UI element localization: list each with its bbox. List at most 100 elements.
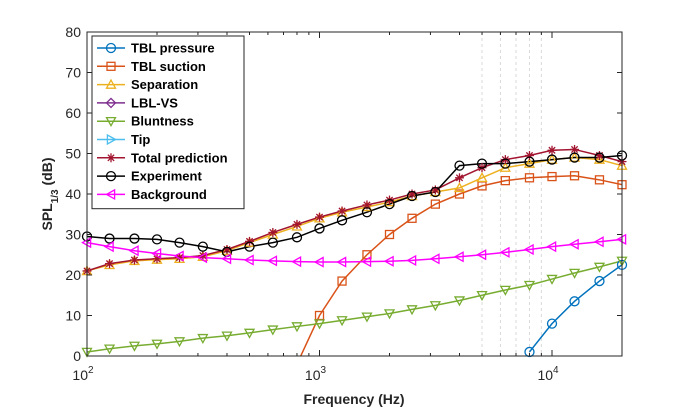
point-6-10 bbox=[315, 212, 325, 222]
point-8-14 bbox=[406, 254, 417, 267]
point-7-5 bbox=[197, 241, 209, 252]
point-2-21 bbox=[568, 151, 581, 162]
y-axis-title-unit: (dB) bbox=[39, 157, 55, 189]
point-1-4 bbox=[384, 229, 395, 240]
point-6-20 bbox=[547, 145, 557, 155]
y-tick-label-3: 30 bbox=[65, 227, 81, 243]
x-axis-title: Frequency (Hz) bbox=[303, 391, 404, 407]
series-line-1 bbox=[299, 175, 622, 356]
point-1-10 bbox=[524, 173, 535, 183]
point-2-4 bbox=[173, 252, 186, 264]
legend-label-0: TBL pressure bbox=[131, 41, 215, 56]
point-1-7 bbox=[454, 189, 465, 199]
point-4-3 bbox=[151, 339, 163, 350]
point-2-22 bbox=[593, 153, 606, 164]
point-7-16 bbox=[454, 160, 465, 171]
point-0-1 bbox=[546, 318, 558, 329]
point-2-6 bbox=[221, 244, 233, 255]
x-tick-label-0: 102 bbox=[72, 365, 94, 383]
point-7-11 bbox=[336, 215, 348, 226]
point-2-20 bbox=[546, 153, 558, 164]
point-7-12 bbox=[361, 207, 373, 218]
point-2-17 bbox=[476, 171, 488, 183]
x-tick-base-1: 10 bbox=[305, 367, 321, 383]
legend-marker-0 bbox=[105, 42, 117, 54]
point-4-12 bbox=[361, 312, 373, 323]
y-tick-label-8: 80 bbox=[65, 24, 81, 40]
series-line-7 bbox=[87, 154, 622, 253]
legend-label-2: Separation bbox=[131, 77, 198, 92]
series-line-0 bbox=[528, 264, 622, 353]
point-8-9 bbox=[291, 256, 302, 268]
point-6-15 bbox=[430, 185, 440, 195]
legend-marker-4 bbox=[105, 116, 117, 128]
legend-label-3: LBL-VS bbox=[131, 95, 178, 110]
point-6-16 bbox=[454, 173, 464, 183]
legend-label-6: Total prediction bbox=[131, 150, 228, 165]
legend-label-8: Background bbox=[131, 187, 207, 202]
legend-label-1: TBL suction bbox=[131, 59, 206, 74]
point-4-11 bbox=[336, 316, 348, 327]
x-tick-label-1: 103 bbox=[305, 365, 327, 383]
point-4-14 bbox=[406, 305, 418, 316]
y-tick-label-0: 0 bbox=[73, 348, 81, 364]
point-8-6 bbox=[221, 253, 232, 265]
point-1-11 bbox=[547, 171, 557, 182]
point-7-10 bbox=[314, 223, 325, 234]
point-7-7 bbox=[244, 241, 255, 252]
point-6-11 bbox=[337, 206, 347, 216]
point-8-10 bbox=[313, 256, 324, 268]
point-6-1 bbox=[105, 259, 115, 269]
legend-box bbox=[91, 35, 245, 210]
point-8-17 bbox=[476, 249, 487, 261]
point-4-19 bbox=[523, 280, 536, 291]
point-8-12 bbox=[361, 256, 372, 268]
y-axis-ticks: 0 10 20 30 40 50 60 70 80 bbox=[65, 24, 622, 364]
point-4-16 bbox=[453, 296, 466, 307]
point-1-2 bbox=[337, 276, 347, 286]
legend-marker-1 bbox=[106, 61, 116, 71]
x-tick-base-0: 10 bbox=[72, 367, 88, 383]
x-tick-exp-2: 4 bbox=[553, 365, 559, 376]
legend-label-5: Tip bbox=[131, 132, 150, 147]
point-8-19 bbox=[523, 243, 534, 256]
point-7-8 bbox=[267, 237, 279, 248]
point-8-16 bbox=[453, 251, 464, 263]
point-8-11 bbox=[336, 256, 347, 268]
point-2-1 bbox=[103, 259, 116, 270]
y-tick-label-1: 10 bbox=[65, 308, 81, 324]
point-7-2 bbox=[129, 233, 140, 244]
point-4-5 bbox=[197, 333, 209, 345]
point-8-1 bbox=[103, 241, 114, 253]
x-tick-exp-0: 2 bbox=[88, 365, 94, 376]
point-7-14 bbox=[406, 190, 418, 202]
point-8-15 bbox=[429, 253, 440, 265]
point-7-1 bbox=[104, 233, 115, 244]
point-8-13 bbox=[383, 255, 394, 267]
point-4-18 bbox=[499, 285, 511, 296]
point-8-20 bbox=[546, 241, 557, 253]
point-2-16 bbox=[453, 182, 466, 193]
legend-marker-5 bbox=[106, 133, 117, 146]
point-4-17 bbox=[476, 290, 488, 302]
point-6-9 bbox=[292, 219, 302, 229]
x-tick-label-2: 104 bbox=[537, 365, 559, 383]
point-6-14 bbox=[407, 189, 417, 199]
legend-marker-2 bbox=[105, 78, 117, 89]
point-4-2 bbox=[128, 341, 141, 352]
point-4-8 bbox=[267, 325, 279, 336]
y-tick-label-6: 60 bbox=[65, 105, 81, 121]
x-tick-exp-1: 3 bbox=[321, 365, 327, 376]
point-7-21 bbox=[569, 152, 580, 163]
y-tick-label-2: 20 bbox=[65, 267, 81, 283]
y-axis-title-main: SPL bbox=[39, 203, 55, 231]
legend-label-7: Experiment bbox=[131, 169, 202, 184]
point-1-9 bbox=[500, 175, 511, 186]
point-4-7 bbox=[243, 328, 256, 339]
point-7-22 bbox=[594, 152, 605, 163]
point-7-4 bbox=[174, 237, 185, 248]
y-tick-label-5: 50 bbox=[65, 146, 81, 162]
point-4-21 bbox=[568, 268, 581, 279]
x-axis-ticks: 102 103 104 bbox=[72, 32, 623, 383]
